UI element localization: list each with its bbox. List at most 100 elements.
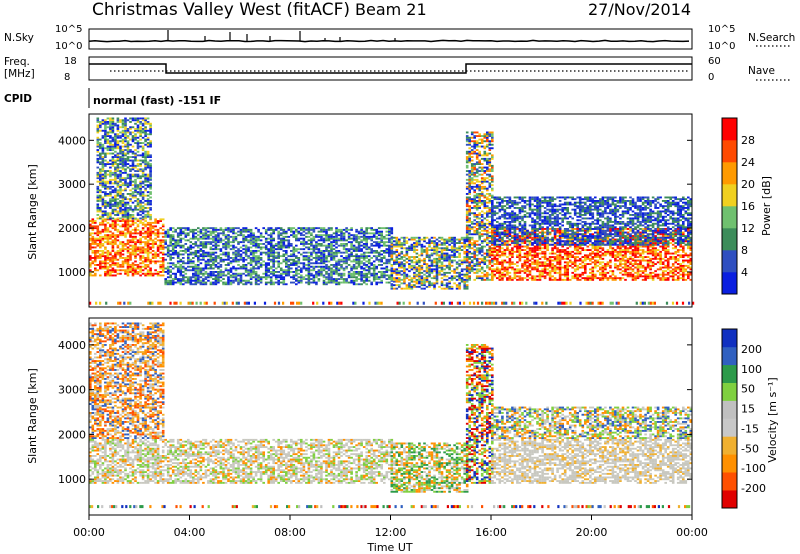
power-cell-3090 <box>352 239 356 242</box>
power-cell-2838 <box>325 271 328 273</box>
power-cell-3893 <box>450 261 454 264</box>
power-cell-840 <box>109 180 112 183</box>
power-cell-168 <box>109 274 112 277</box>
power-cell-3612 <box>415 273 419 276</box>
power-cell-244 <box>116 250 120 252</box>
power-cell-1138 <box>126 173 130 176</box>
power-cell-4418 <box>483 222 487 225</box>
power-cell-430 <box>139 265 142 268</box>
power-cell-4624 <box>491 249 494 251</box>
power-cell-2762 <box>315 235 318 238</box>
power-cell-89 <box>99 246 102 249</box>
power-cell-3166 <box>362 276 366 279</box>
power-cell-4017 <box>465 236 469 239</box>
power-cell-1757 <box>197 274 200 277</box>
power-cell-3819 <box>440 252 444 255</box>
power-cell-2608 <box>297 262 301 265</box>
power-cell-4245 <box>475 263 479 265</box>
power-cell-3149 <box>360 262 363 265</box>
power-cell-1487 <box>149 122 152 125</box>
power-cell-3465 <box>395 254 399 257</box>
power-cell-1135 <box>126 182 130 185</box>
power-cell-802 <box>106 187 110 190</box>
power-cell-46 <box>94 260 97 263</box>
power-cell-2331 <box>264 276 268 279</box>
power-cell-618 <box>161 258 165 261</box>
power-cell-1482 <box>149 131 152 134</box>
power-cell-2225 <box>249 243 253 245</box>
power-cell-946 <box>116 217 120 220</box>
power-cell-2172 <box>244 267 248 270</box>
power-cell-2065 <box>232 279 235 282</box>
power-cell-3355 <box>385 260 389 263</box>
power-cell-3651 <box>420 280 424 283</box>
power-cell-3279 <box>375 255 378 258</box>
power-cell-2689 <box>307 257 311 259</box>
power-cell-1594 <box>176 265 180 268</box>
power-cell-4273 <box>475 193 479 195</box>
power-cell-272 <box>121 269 125 272</box>
power-cell-1686 <box>187 234 190 237</box>
power-cell-2853 <box>325 234 328 237</box>
power-cell-1547 <box>169 228 172 231</box>
power-cell-3975 <box>463 287 466 290</box>
power-cell-944 <box>114 124 117 127</box>
power-cell-2126 <box>237 227 240 230</box>
power-cell-2817 <box>322 262 326 265</box>
power-cell-3437 <box>393 278 396 281</box>
power-cell-3286 <box>375 235 378 238</box>
power-cell-557 <box>154 269 157 272</box>
power-cell-2677 <box>307 278 311 280</box>
power-cell-4325 <box>478 200 481 202</box>
power-cell-341 <box>129 269 132 272</box>
power-cell-215 <box>114 269 117 272</box>
power-cell-3630 <box>418 278 421 281</box>
power-cell-1222 <box>131 119 135 122</box>
power-cell-3359 <box>385 248 389 251</box>
power-cell-4240 <box>475 275 479 278</box>
power-cell-1488 <box>164 283 167 286</box>
power-cell-1725 <box>192 235 195 238</box>
power-cell-268 <box>119 232 122 235</box>
power-cell-4443 <box>483 140 487 143</box>
power-cell-850 <box>109 149 112 151</box>
power-cell-4503 <box>488 278 492 281</box>
power-cell-3807 <box>440 280 444 283</box>
power-cell-3677 <box>423 261 426 264</box>
power-cell-694 <box>99 168 102 171</box>
power-cell-3455 <box>395 277 399 280</box>
power-cell-1167 <box>129 193 132 195</box>
power-cell-2836 <box>325 276 328 279</box>
power-cell-4366 <box>480 233 484 236</box>
power-cell-2925 <box>332 232 336 235</box>
power-cell-3992 <box>463 243 466 246</box>
power-cell-20 <box>89 220 92 222</box>
power-cell-516 <box>149 272 152 275</box>
power-cell-2751 <box>315 260 318 263</box>
power-cell-2392 <box>269 239 273 242</box>
power-cell-4798 <box>513 243 517 246</box>
power-cell-3801 <box>438 243 441 246</box>
power-cell-4003 <box>465 273 469 276</box>
power-cell-2645 <box>302 255 306 258</box>
power-cell-3879 <box>448 256 451 258</box>
power-cell-2576 <box>292 234 296 237</box>
power-cell-1925 <box>214 258 218 261</box>
power-cell-1286 <box>136 142 140 144</box>
power-cell-2147 <box>242 279 245 282</box>
power-cell-2069 <box>232 267 235 270</box>
power-cell-298 <box>124 257 127 259</box>
power-cell-2152 <box>242 260 245 263</box>
power-cell-41 <box>94 274 97 277</box>
power-cell-4959 <box>533 245 537 248</box>
power-cell-443 <box>139 234 142 237</box>
power-cell-902 <box>111 122 115 125</box>
power-cell-4206 <box>473 219 476 222</box>
power-cell-182 <box>109 235 112 238</box>
power-cell-2887 <box>330 269 333 272</box>
power-cell-3560 <box>408 263 411 265</box>
power-cell-605 <box>159 239 162 242</box>
power-cell-4348 <box>478 133 481 136</box>
power-cell-4338 <box>478 163 481 165</box>
power-cell-2021 <box>227 281 230 284</box>
